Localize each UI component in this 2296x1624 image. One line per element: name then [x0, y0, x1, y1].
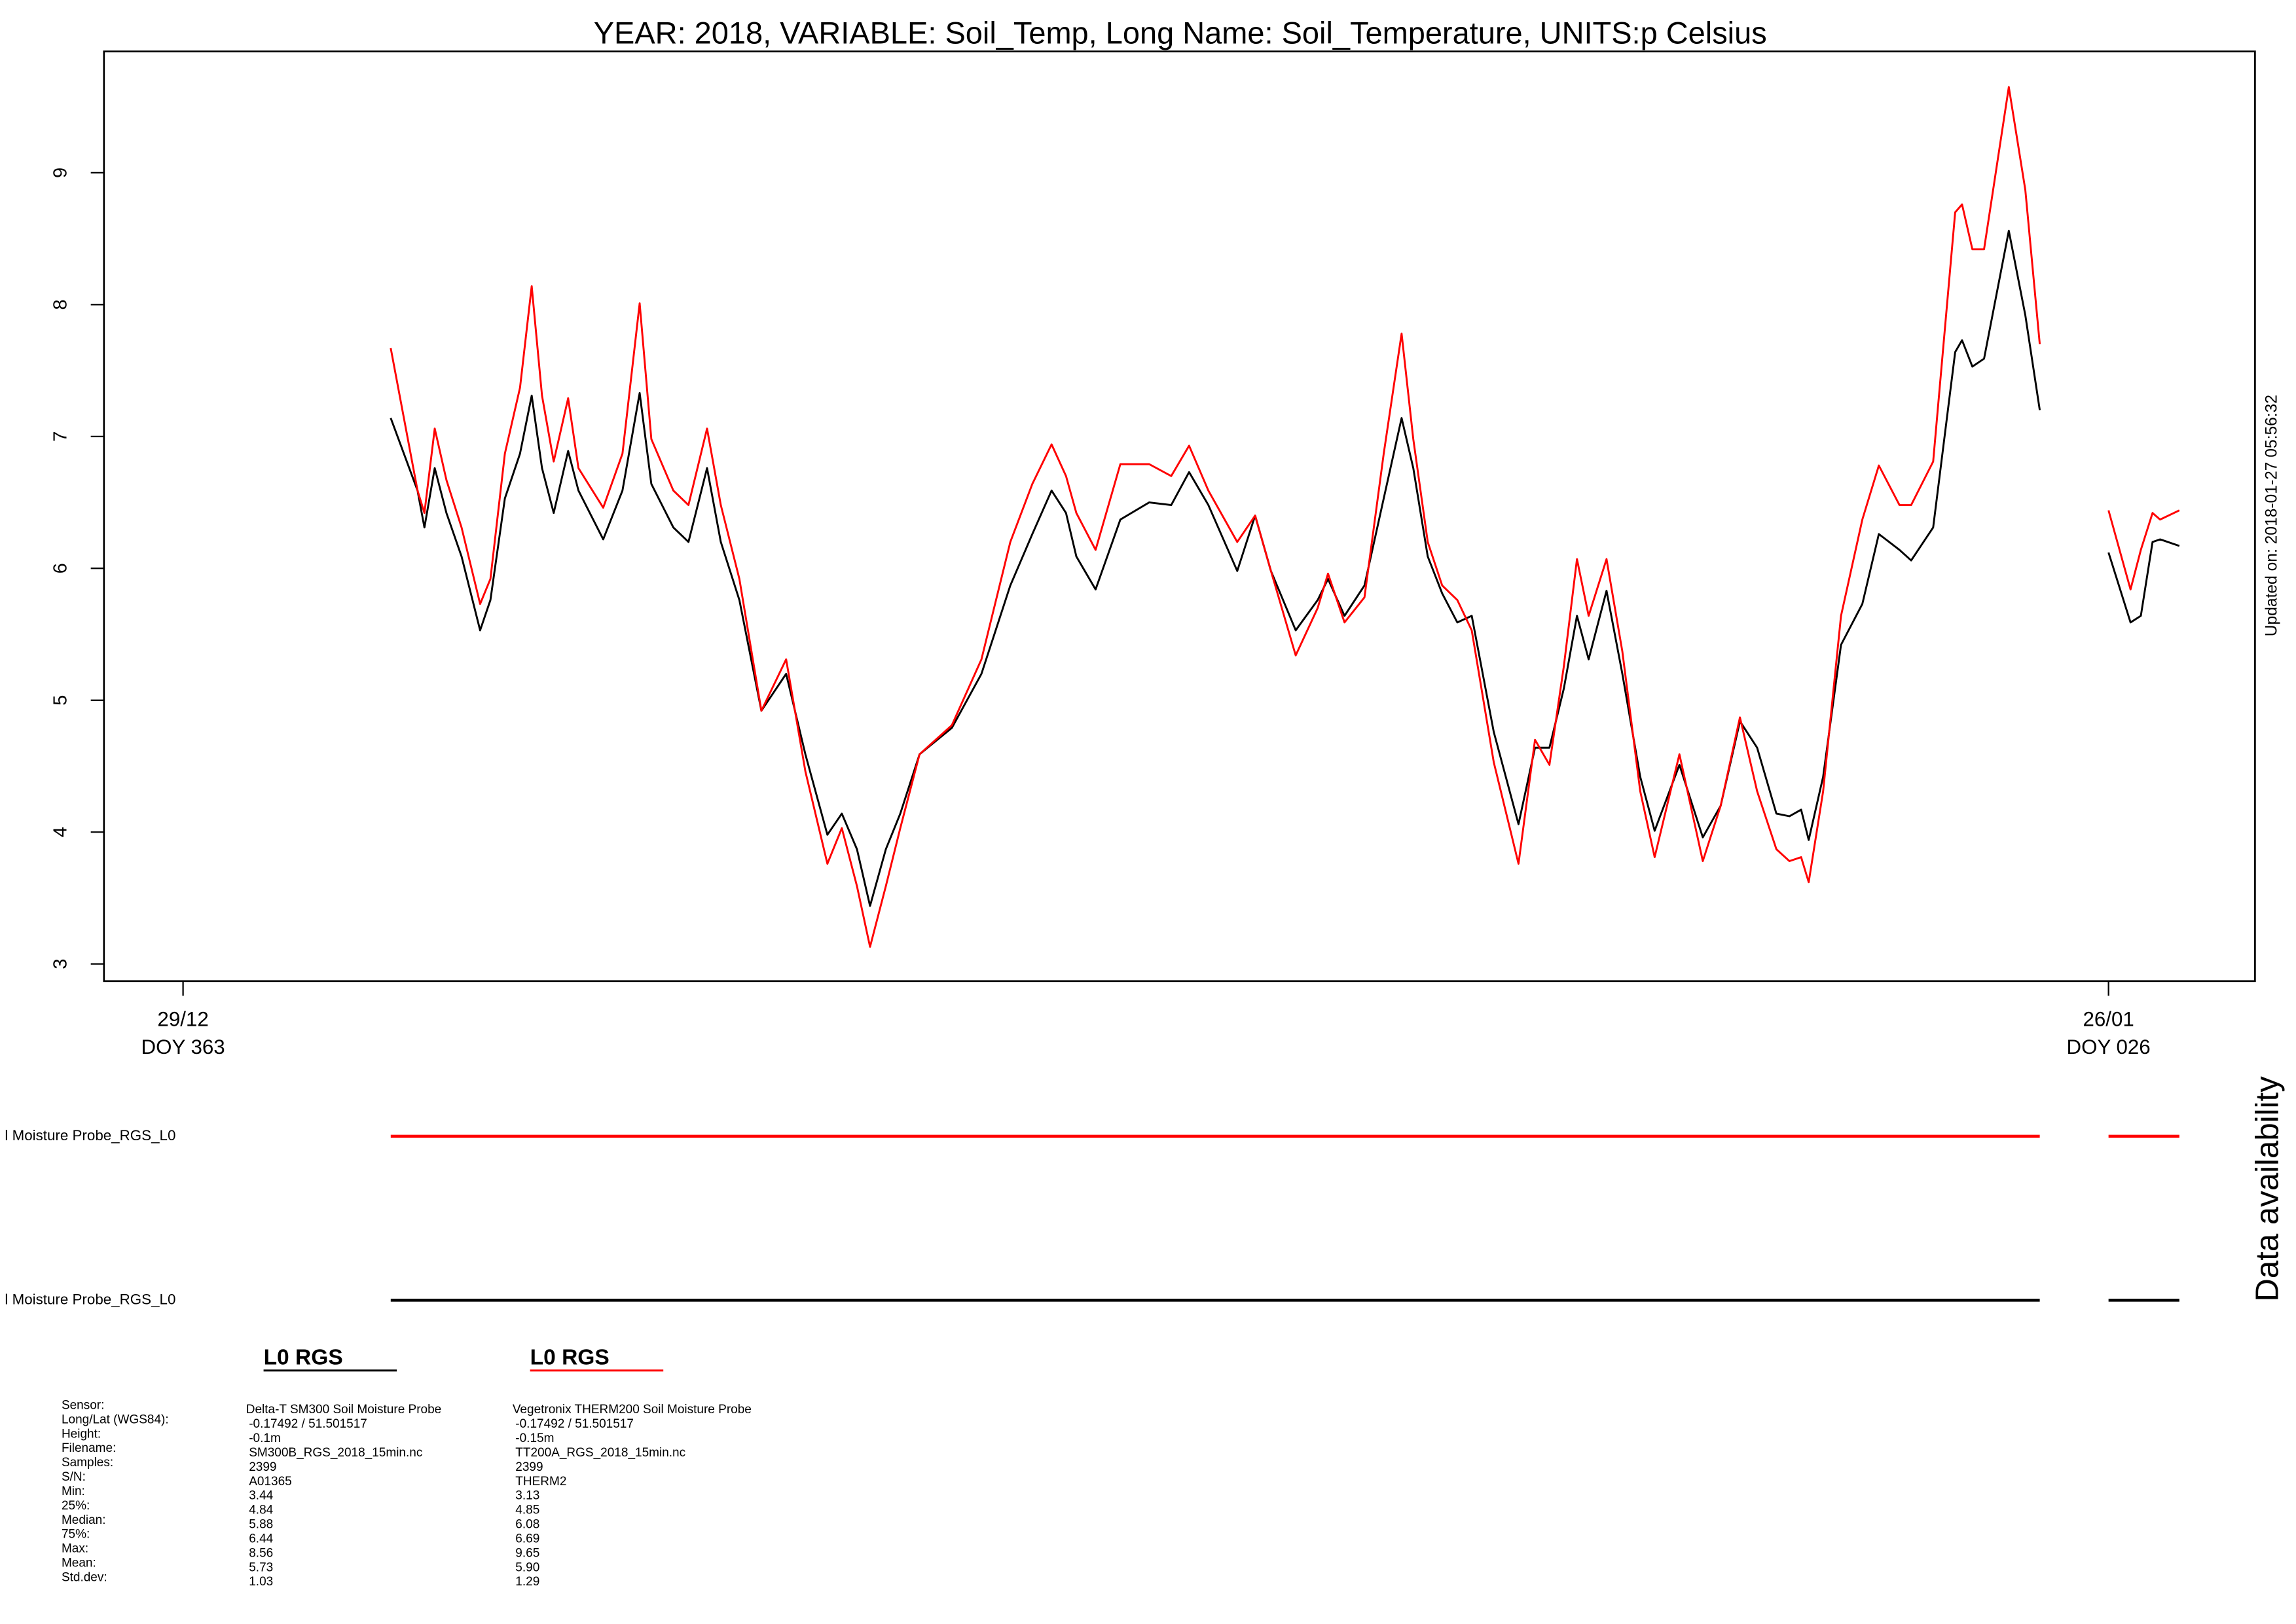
stats-value: 5.88: [249, 1518, 273, 1532]
stats-value: 3.13: [515, 1489, 539, 1503]
availability-title: Data availability: [2250, 1076, 2286, 1302]
stats-label: Sensor:: [62, 1398, 104, 1412]
stats-value: 5.73: [249, 1561, 273, 1574]
legend-label: L0 RGS: [530, 1346, 610, 1370]
stats-label: Median:: [62, 1513, 106, 1527]
stats-label: Std.dev:: [62, 1570, 107, 1584]
stats-value: -0.17492 / 51.501517: [515, 1417, 634, 1431]
stats-label: Mean:: [62, 1557, 96, 1570]
stats-value: 2399: [249, 1460, 276, 1474]
y-tick-label: 5: [50, 695, 71, 706]
stats-value: THERM2: [515, 1475, 566, 1489]
y-tick-label: 4: [50, 827, 71, 837]
stats-value: 3.44: [249, 1489, 273, 1503]
legend-label: L0 RGS: [264, 1346, 343, 1370]
stats-value: 6.44: [249, 1532, 273, 1545]
availability-label: l Moisture Probe_RGS_L0: [5, 1291, 175, 1307]
y-tick-label: 7: [50, 431, 71, 442]
stats-value: Delta-T SM300 Soil Moisture Probe: [246, 1403, 441, 1416]
stats-label: Samples:: [62, 1456, 113, 1470]
stats-value: 1.03: [249, 1575, 273, 1589]
stats-value: 8.56: [249, 1546, 273, 1560]
y-tick-label: 9: [50, 168, 71, 178]
stats-value: Vegetronix THERM200 Soil Moisture Probe: [513, 1403, 752, 1416]
stats-value: 9.65: [515, 1546, 539, 1560]
stats-value: 4.84: [249, 1504, 273, 1517]
stats-label: Long/Lat (WGS84):: [62, 1413, 169, 1426]
stats-value: 2399: [515, 1460, 543, 1474]
availability-label: l Moisture Probe_RGS_L0: [5, 1127, 175, 1144]
x-tick-label: 26/01: [2083, 1007, 2134, 1030]
stats-label: 75%:: [62, 1528, 90, 1542]
stats-label: Height:: [62, 1427, 101, 1441]
stats-label: Min:: [62, 1485, 85, 1498]
chart-title: YEAR: 2018, VARIABLE: Soil_Temp, Long Na…: [594, 15, 1767, 50]
series-line: [390, 86, 2180, 948]
x-tick-doy: DOY 363: [141, 1036, 225, 1058]
y-tick-label: 3: [50, 959, 71, 969]
y-tick-label: 6: [50, 563, 71, 573]
stats-label: Max:: [62, 1542, 88, 1556]
series-line: [390, 230, 2180, 907]
x-tick-label: 29/12: [157, 1007, 208, 1030]
stats-value: TT200A_RGS_2018_15min.nc: [515, 1446, 685, 1460]
stats-value: -0.15m: [515, 1432, 554, 1445]
stats-value: 4.85: [515, 1504, 539, 1517]
stats-label: 25%:: [62, 1499, 90, 1513]
stats-value: 1.29: [515, 1575, 539, 1589]
y-tick-label: 8: [50, 299, 71, 310]
updated-note: Updated on: 2018-01-27 05:56:32: [2263, 395, 2281, 636]
stats-value: 6.08: [515, 1518, 539, 1532]
stats-label: S/N:: [62, 1470, 86, 1484]
plot-frame: [103, 50, 2256, 983]
stats-value: 6.69: [515, 1532, 539, 1545]
stats-value: 5.90: [515, 1561, 539, 1574]
stats-value: SM300B_RGS_2018_15min.nc: [249, 1446, 422, 1460]
stats-label: Filename:: [62, 1441, 116, 1455]
stats-value: -0.1m: [249, 1432, 281, 1445]
x-tick-doy: DOY 026: [2067, 1036, 2151, 1058]
stats-value: -0.17492 / 51.501517: [249, 1417, 367, 1431]
stats-value: A01365: [249, 1475, 292, 1489]
